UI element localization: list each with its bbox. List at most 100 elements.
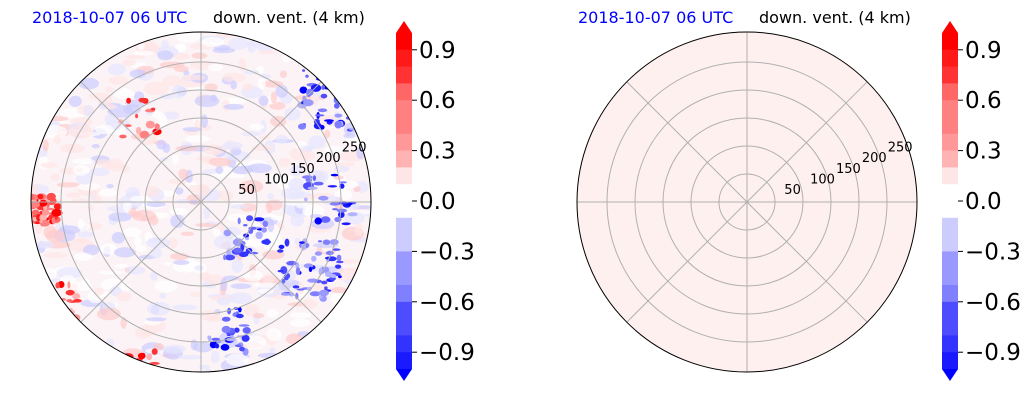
colorbar-level bbox=[942, 301, 958, 320]
field-patch bbox=[284, 107, 301, 121]
colorbar-level bbox=[396, 285, 412, 303]
field-patch bbox=[230, 204, 248, 210]
field-patch bbox=[340, 83, 347, 90]
field-patch bbox=[200, 114, 208, 128]
field-patch bbox=[334, 180, 359, 189]
field-patch bbox=[249, 251, 259, 255]
field-patch bbox=[227, 174, 245, 179]
field-patch bbox=[89, 167, 110, 177]
radial-tick-label: 50 bbox=[784, 183, 801, 198]
field-patch bbox=[138, 97, 147, 103]
field-patch bbox=[275, 84, 288, 98]
field-patch bbox=[262, 274, 275, 284]
field-patch bbox=[288, 178, 305, 191]
field-patch bbox=[203, 206, 211, 220]
field-patch bbox=[97, 270, 123, 275]
field-patch bbox=[305, 74, 309, 78]
field-patch bbox=[135, 244, 147, 252]
colorbar-extend-top bbox=[396, 21, 412, 33]
field-patch bbox=[299, 241, 305, 244]
field-patch bbox=[51, 307, 56, 310]
field-patch bbox=[233, 247, 242, 253]
field-patch bbox=[41, 209, 50, 216]
field-patch bbox=[77, 231, 94, 238]
field-patch bbox=[201, 37, 225, 47]
colorbar-level bbox=[942, 318, 958, 336]
colorbar-level bbox=[942, 268, 958, 286]
field-patch bbox=[295, 292, 299, 300]
field-patch bbox=[48, 303, 54, 309]
field-patch bbox=[160, 93, 175, 100]
field-patch bbox=[48, 311, 55, 314]
field-patch bbox=[67, 281, 71, 289]
field-patch bbox=[314, 251, 322, 256]
field-patch bbox=[353, 101, 360, 110]
field-patch bbox=[228, 37, 249, 50]
field-patch bbox=[114, 89, 135, 99]
field-patch bbox=[152, 128, 162, 136]
field-patch bbox=[303, 263, 314, 269]
field-patch bbox=[332, 90, 344, 95]
radial-tick-label: 50 bbox=[238, 183, 255, 198]
field-patch bbox=[351, 104, 360, 109]
field-patch bbox=[35, 222, 42, 234]
field-patch bbox=[211, 337, 221, 341]
field-patch bbox=[220, 344, 230, 351]
field-patch bbox=[286, 273, 291, 279]
radial-tick-label: 200 bbox=[316, 151, 341, 166]
field-patch bbox=[325, 250, 334, 256]
polar-outline bbox=[576, 31, 918, 373]
field-patch bbox=[314, 114, 325, 117]
field-patch bbox=[51, 208, 63, 217]
field-patch bbox=[129, 69, 147, 79]
field-patch bbox=[175, 187, 184, 195]
field-patch bbox=[214, 343, 220, 349]
field-patch bbox=[191, 52, 208, 59]
field-patch bbox=[340, 97, 347, 102]
colorbar-level bbox=[396, 268, 412, 286]
field-patch bbox=[339, 181, 348, 184]
field-patch bbox=[43, 116, 69, 122]
field-patch bbox=[334, 102, 340, 109]
field-patch bbox=[277, 249, 284, 253]
field-patch bbox=[278, 244, 285, 249]
field-patch bbox=[50, 304, 59, 312]
field-patch bbox=[255, 261, 266, 267]
field-patch bbox=[31, 201, 40, 208]
polar-grid bbox=[577, 32, 917, 372]
field-patch bbox=[344, 89, 352, 98]
radial-tick-label: 150 bbox=[290, 162, 315, 177]
field-patch bbox=[354, 92, 360, 95]
field-patch bbox=[210, 350, 220, 364]
field-patch bbox=[329, 274, 337, 278]
field-patch bbox=[44, 207, 55, 211]
colorbar-level bbox=[942, 352, 958, 370]
field-patch bbox=[40, 311, 47, 318]
field-patch bbox=[221, 325, 231, 334]
field-patch bbox=[154, 280, 178, 293]
field-patch bbox=[171, 153, 180, 165]
field-patch bbox=[351, 83, 362, 89]
field-patch bbox=[230, 80, 237, 90]
field-patch bbox=[177, 42, 186, 52]
field-patch bbox=[205, 274, 224, 286]
field-patch bbox=[181, 74, 206, 81]
field-patch bbox=[145, 120, 155, 129]
colorbar: 0.9 0.6 0.3 0.0 −0.3 −0.6 −0.9 bbox=[396, 21, 475, 381]
field-patch bbox=[205, 368, 212, 372]
left-chart-variable-label: down. vent. (4 km) bbox=[213, 8, 365, 27]
field-patch bbox=[123, 201, 132, 213]
field-patch bbox=[56, 315, 64, 319]
colorbar-level bbox=[396, 234, 412, 252]
field-patch bbox=[39, 220, 43, 223]
field-patch bbox=[78, 77, 99, 90]
field-patch bbox=[324, 286, 328, 290]
field-patch bbox=[144, 81, 169, 96]
colorbar-tick-label: −0.9 bbox=[419, 340, 475, 366]
field-patch bbox=[163, 111, 180, 120]
field-patch bbox=[234, 327, 240, 333]
field-patch bbox=[65, 192, 81, 198]
field-patch bbox=[189, 292, 201, 298]
field-patch bbox=[172, 85, 186, 99]
